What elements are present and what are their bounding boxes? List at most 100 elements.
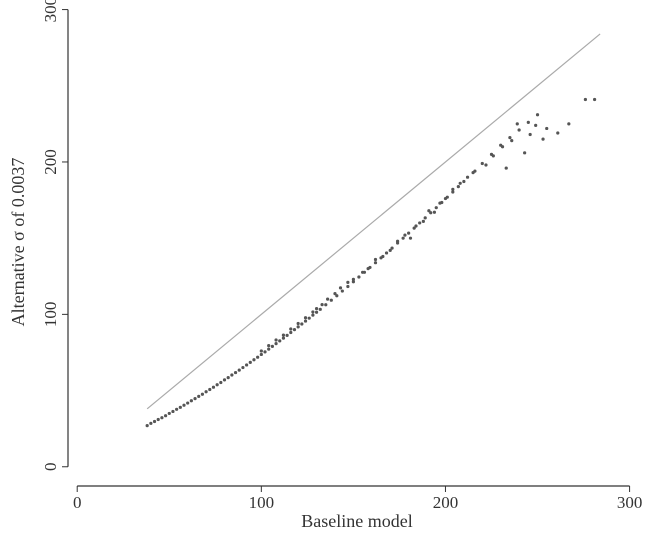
plot-layer xyxy=(145,33,601,428)
data-point xyxy=(373,257,378,262)
data-point xyxy=(384,251,389,255)
data-point xyxy=(281,336,286,340)
data-point xyxy=(361,270,365,274)
data-point xyxy=(528,132,532,137)
data-point xyxy=(526,120,530,124)
data-point xyxy=(197,394,201,398)
data-point xyxy=(152,419,157,424)
data-point xyxy=(335,294,339,298)
data-point xyxy=(333,292,337,296)
data-point xyxy=(267,347,271,351)
data-point xyxy=(418,221,422,225)
data-point xyxy=(193,397,197,401)
data-point xyxy=(226,376,230,380)
data-point xyxy=(211,385,216,389)
data-point xyxy=(296,321,300,326)
data-point xyxy=(208,387,212,392)
data-point xyxy=(259,352,263,357)
data-point xyxy=(274,342,278,346)
reference-line xyxy=(146,33,601,410)
data-point xyxy=(515,122,519,126)
data-point xyxy=(182,403,186,407)
data-point xyxy=(233,370,238,375)
data-point xyxy=(329,298,333,302)
data-point xyxy=(443,196,448,201)
data-point xyxy=(458,181,462,185)
data-point xyxy=(252,358,256,362)
data-point xyxy=(462,179,466,184)
data-point xyxy=(504,166,508,170)
data-point xyxy=(281,333,286,337)
data-point xyxy=(278,339,282,343)
data-point xyxy=(593,97,597,102)
data-point xyxy=(366,267,370,271)
data-point xyxy=(145,424,149,428)
data-point xyxy=(451,190,455,194)
y-tick-label: 200 xyxy=(41,149,60,175)
y-tick-label: 100 xyxy=(41,302,60,328)
data-point xyxy=(248,360,252,364)
x-tick-label: 300 xyxy=(617,493,643,512)
data-point xyxy=(357,275,361,279)
data-point xyxy=(480,161,484,166)
data-point xyxy=(189,399,193,403)
data-point xyxy=(326,297,330,301)
data-point xyxy=(346,280,350,284)
data-point xyxy=(285,333,289,337)
data-point xyxy=(314,306,319,311)
data-point xyxy=(390,246,394,250)
data-point xyxy=(318,307,322,311)
data-point xyxy=(583,97,587,102)
data-points xyxy=(145,97,597,428)
data-point xyxy=(300,322,304,326)
data-point xyxy=(245,363,249,367)
axes: 0 100 200 300 0 100 200 300 xyxy=(41,0,642,512)
data-point xyxy=(508,135,512,140)
data-point xyxy=(160,416,164,420)
data-point xyxy=(491,154,495,158)
data-point xyxy=(451,187,455,191)
data-point xyxy=(324,303,328,307)
data-point xyxy=(407,231,411,235)
y-axis-ticks: 0 100 200 300 xyxy=(41,0,68,471)
data-point xyxy=(545,126,549,131)
data-point xyxy=(373,261,378,265)
data-point xyxy=(219,380,223,385)
data-point xyxy=(388,248,392,252)
data-point xyxy=(510,139,514,143)
data-point xyxy=(178,405,182,409)
x-axis-title: Baseline model xyxy=(301,511,412,531)
data-point xyxy=(311,310,315,314)
data-point xyxy=(414,224,418,228)
data-point xyxy=(314,310,319,314)
x-axis-ticks: 0 100 200 300 xyxy=(73,486,642,512)
data-point xyxy=(230,373,234,377)
data-point xyxy=(465,175,470,179)
data-point xyxy=(473,169,477,173)
data-point xyxy=(351,280,355,284)
data-point xyxy=(311,313,315,317)
y-tick-label: 0 xyxy=(41,463,60,472)
data-point xyxy=(303,316,308,320)
data-point xyxy=(215,383,219,387)
data-point xyxy=(351,277,355,281)
data-point xyxy=(408,236,413,240)
data-point xyxy=(517,128,521,132)
data-point xyxy=(307,316,311,320)
data-point xyxy=(401,236,405,240)
data-point xyxy=(541,137,545,141)
data-point xyxy=(200,392,205,396)
data-point xyxy=(303,319,308,323)
data-point xyxy=(381,254,385,259)
data-point xyxy=(320,303,324,307)
y-tick-label: 300 xyxy=(41,0,60,22)
data-point xyxy=(500,145,505,149)
data-point xyxy=(156,417,160,422)
data-point xyxy=(346,284,350,289)
data-point xyxy=(427,209,431,213)
data-point xyxy=(523,151,527,155)
data-point xyxy=(434,206,438,210)
data-point xyxy=(163,414,168,418)
data-point xyxy=(484,163,488,167)
